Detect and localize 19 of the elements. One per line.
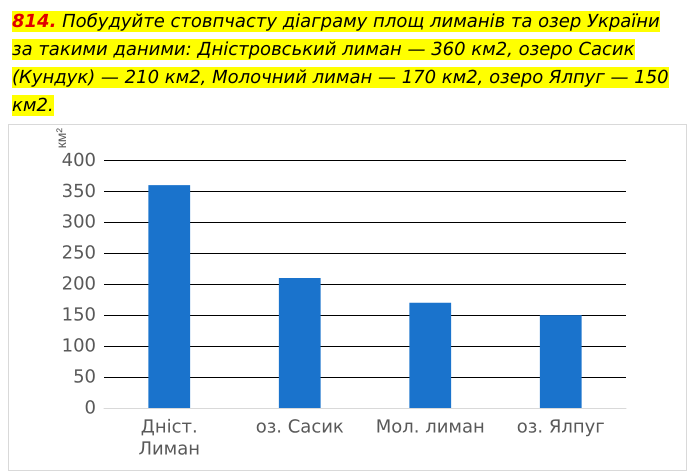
- y-tick-label: 150: [62, 304, 96, 326]
- bar: [148, 185, 190, 408]
- y-tick-label: 300: [62, 212, 96, 233]
- x-tick-label: оз. Ялпуг: [516, 416, 605, 438]
- chart-title: 814. Побудуйте стовпчасту діаграму площ лиманів та озер України за такими даними: Дністровський лиман — 360 км2, озеро Сасик (Кундук) — 210 км2, Молочний лиман — 170 км2, озеро Ялпуг — 150 км2.: [12, 11, 669, 116]
- bar: [409, 302, 452, 408]
- y-tick-label: 400: [62, 150, 96, 171]
- x-tick-label: Дніст. Лиман: [138, 416, 200, 460]
- x-tick-label: оз. Сасик: [256, 416, 344, 438]
- x-tick-label: Мол. лиман: [376, 416, 485, 438]
- y-axis-title: км²: [53, 128, 69, 148]
- y-tick-label: 0: [84, 398, 96, 418]
- y-tick-label: 350: [62, 180, 96, 202]
- bar: [278, 278, 321, 408]
- bar: [540, 315, 582, 408]
- y-tick-label: 50: [73, 366, 96, 388]
- y-tick-label: 250: [62, 242, 96, 264]
- y-tick-label: 200: [62, 274, 96, 295]
- y-tick-label: 100: [62, 336, 96, 357]
